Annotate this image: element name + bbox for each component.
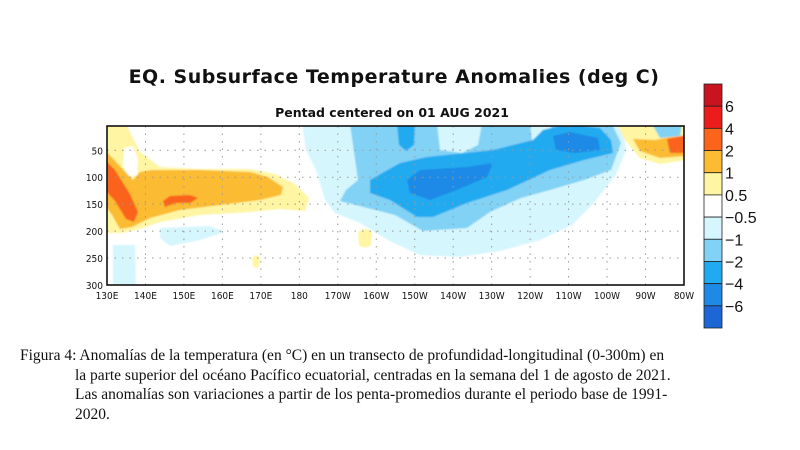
x-tick-label: 110W [556, 291, 582, 302]
contour-cool-4b [553, 132, 600, 153]
x-tick-label: 120W [517, 291, 543, 302]
y-tick-label: 200 [86, 227, 103, 238]
chart-subtitle: Pentad centered on 01 AUG 2021 [275, 105, 509, 120]
colorbar-swatch [703, 238, 723, 262]
x-tick-label: 170W [325, 291, 351, 302]
contour-warm-dot2 [252, 255, 260, 268]
colorbar-label: −6 [725, 299, 743, 316]
caption-line: Las anomalías son variaciones a partir d… [75, 386, 668, 403]
caption-line: 2020. [75, 405, 110, 423]
contour-cool-west1 [113, 245, 136, 285]
contour-warm-2b [163, 195, 198, 207]
colorbar-swatch [703, 150, 723, 174]
colorbar-swatch [703, 216, 723, 240]
colorbar-swatch [703, 172, 723, 196]
x-tick-label: 170E [249, 291, 272, 302]
colorbar-swatch [703, 194, 723, 218]
contour-cool-2b [397, 126, 415, 151]
colorbar: 6 4 2 1 0.5 −0.5 −1 −2 −4 −6 [703, 83, 757, 329]
anomaly-chart: 130E 140E 150E 160E 170E 180 170W 160W 150W 140W 1… [86, 83, 757, 329]
colorbar-label: 6 [725, 99, 734, 116]
colorbar-swatch [703, 127, 723, 151]
y-tick-label: 150 [86, 200, 103, 211]
colorbar-label: 1 [725, 166, 734, 183]
colorbar-label: −1 [725, 232, 743, 249]
colorbar-label: −4 [725, 277, 743, 294]
contour-hole-a [437, 126, 482, 153]
x-tick-label: 80W [674, 291, 694, 302]
colorbar-label: 0.5 [725, 188, 747, 205]
contour-warm-1 [107, 152, 283, 229]
colorbar-label: 4 [725, 121, 734, 138]
caption-line: Figura 4: Anomalías de la temperatura (e… [20, 347, 665, 364]
contour-warm-dot [358, 229, 372, 248]
y-tick-label: 300 [86, 281, 103, 292]
x-tick-label: 150W [402, 291, 428, 302]
x-tick-label: 130W [479, 291, 505, 302]
x-tick-label: 140E [134, 291, 157, 302]
contour-cool-4 [407, 163, 493, 200]
y-tick-label: 100 [86, 173, 103, 184]
contour-cool-west2 [160, 226, 225, 246]
colorbar-label: −2 [725, 254, 743, 271]
x-tick-label: 180 [291, 291, 308, 302]
colorbar-swatch [703, 83, 723, 107]
chart-title: EQ. Subsurface Temperature Anomalies (de… [128, 66, 660, 88]
y-tick-label: 250 [86, 254, 103, 265]
colorbar-label: 2 [725, 144, 734, 161]
plot-frame [106, 125, 685, 286]
contour-warm-e2 [667, 135, 684, 153]
colorbar-swatch [703, 105, 723, 129]
x-tick-label: 160W [363, 291, 389, 302]
x-tick-label: 130E [96, 291, 119, 302]
x-tick-label: 140W [440, 291, 466, 302]
colorbar-swatch [703, 261, 723, 285]
caption-line: la parte superior del océano Pacífico ec… [75, 366, 671, 384]
figure-caption: Figura 4: Anomalías de la temperatura (e… [20, 346, 780, 424]
colorbar-swatch [703, 283, 723, 307]
x-tick-label: 100W [594, 291, 620, 302]
x-tick-label: 150E [173, 291, 196, 302]
x-tick-label: 90W [635, 291, 655, 302]
colorbar-label: −0.5 [725, 210, 757, 227]
x-tick-label: 160E [211, 291, 234, 302]
colorbar-swatch [703, 305, 723, 329]
y-tick-label: 50 [92, 146, 104, 157]
contour-hole-white [123, 146, 138, 177]
contour-cool-e [653, 126, 682, 138]
